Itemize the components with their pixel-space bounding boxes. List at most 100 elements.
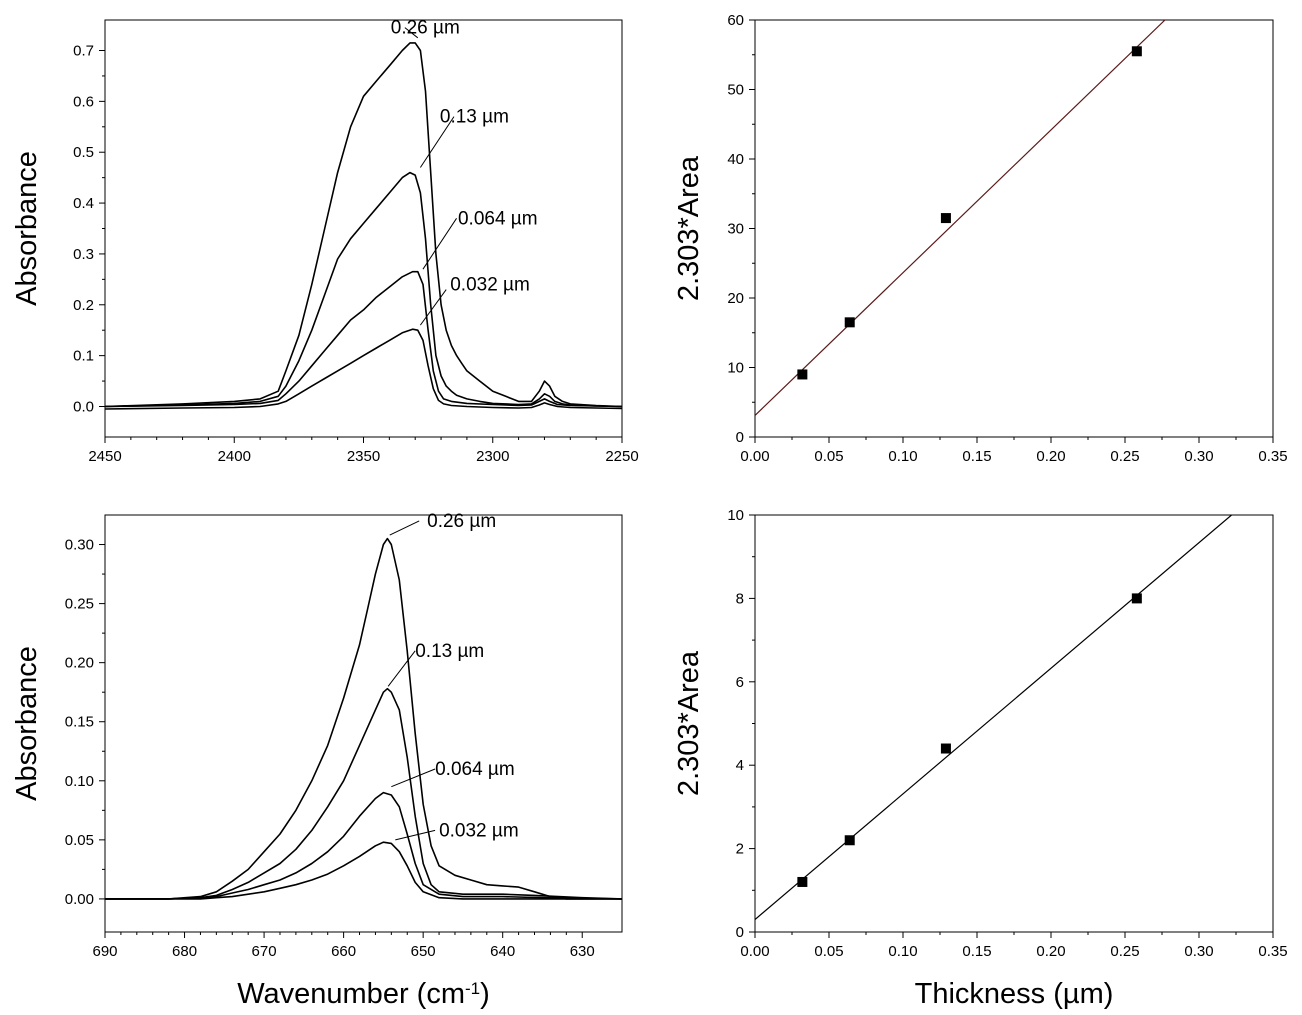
x-tick-label: 690: [92, 943, 117, 960]
y-axis-label: 2.303*Area: [673, 650, 705, 796]
x-tick-label: 2250: [605, 448, 638, 465]
chart-panel-area-bottom: 0.00 0.05 0.10 0.15 0.20 0.25 0.30 0.35 0 2 4 6 8 10 2…: [673, 507, 1288, 1010]
series-annotation-label: 0.032 µm: [439, 820, 519, 841]
y-axis-label: Absorbance: [11, 151, 43, 306]
plot-frame: [104, 514, 623, 933]
x-tick-label: 0.10: [888, 943, 917, 960]
x-tick-label: 0.30: [1184, 448, 1213, 465]
x-tick-label: 0.25: [1110, 448, 1139, 465]
y-tick-label: 0.30: [65, 537, 94, 554]
y-tick-label: 0.20: [65, 655, 94, 672]
plot-frame: [754, 19, 1274, 438]
x-tick-label: 0.00: [740, 943, 769, 960]
data-point: [940, 213, 951, 224]
x-tick-label: 2300: [476, 448, 509, 465]
y-tick-label: 0.5: [73, 144, 94, 161]
y-tick-label: 0.2: [73, 297, 94, 314]
y-tick-label: 0.6: [73, 93, 94, 110]
y-tick-label: 20: [727, 290, 744, 307]
y-tick-label: 0.0: [73, 398, 94, 415]
series-annotation-label: 0.13 µm: [415, 641, 484, 662]
y-tick-label: 50: [727, 82, 744, 99]
annotation-leader: [419, 289, 447, 326]
y-tick-label: 40: [727, 151, 744, 168]
annotation-leader: [419, 116, 455, 168]
x-tick-label: 0.20: [1036, 448, 1065, 465]
y-tick-label: 8: [736, 590, 744, 607]
x-tick-label: 660: [331, 943, 356, 960]
y-tick-label: 2: [736, 841, 744, 858]
y-tick-label: 10: [727, 507, 744, 524]
annotation-leader: [391, 768, 436, 788]
data-point: [1131, 46, 1142, 57]
y-tick-label: 6: [736, 674, 744, 691]
data-point: [940, 743, 951, 754]
series-annotation-label: 0.064 µm: [435, 759, 515, 780]
x-axis-label: Thickness (µm): [915, 978, 1114, 1010]
series-annotation-label: 0.26 µm: [427, 511, 496, 532]
data-point: [844, 317, 855, 328]
x-tick-label: 0.25: [1110, 943, 1139, 960]
series-line: [105, 328, 622, 410]
y-axis-label: 2.303*Area: [673, 155, 705, 301]
x-tick-label: 0.10: [888, 448, 917, 465]
y-tick-label: 0.05: [65, 832, 94, 849]
x-tick-label: 0.15: [962, 943, 991, 960]
series-line: [105, 42, 622, 408]
series-annotation-label: 0.13 µm: [440, 107, 509, 128]
series-line: [105, 270, 622, 408]
x-axis-label: Wavenumber (cm-1): [237, 978, 490, 1010]
annotation-leader: [404, 27, 419, 39]
y-tick-label: 10: [727, 360, 744, 377]
x-tick-label: 0.05: [814, 943, 843, 960]
series-line: [105, 171, 622, 408]
series-line: [105, 537, 622, 900]
y-tick-label: 0.15: [65, 714, 94, 731]
y-tick-label: 0: [736, 429, 744, 446]
y-tick-label: 0.1: [73, 348, 94, 365]
series-annotation-label: 0.064 µm: [458, 208, 538, 229]
x-tick-label: 2350: [347, 448, 380, 465]
plot-frame: [754, 514, 1274, 933]
annotation-leader: [389, 520, 420, 536]
y-tick-label: 60: [727, 12, 744, 29]
y-tick-label: 0.25: [65, 596, 94, 613]
y-tick-label: 0.4: [73, 195, 94, 212]
x-tick-label: 0.00: [740, 448, 769, 465]
x-tick-label: 630: [570, 943, 595, 960]
chart-panel-spectrum-bottom: 690 680 670 660 650 640 630 0.00 0.05 0.10 0.15 0.2…: [11, 511, 623, 1010]
x-tick-label: 0.20: [1036, 943, 1065, 960]
annotation-leader: [395, 829, 436, 841]
x-tick-label: 2400: [218, 448, 251, 465]
fit-line: [755, 20, 1166, 416]
fit-line: [755, 515, 1232, 920]
y-tick-label: 4: [736, 757, 744, 774]
x-tick-label: 0.15: [962, 448, 991, 465]
series-line: [105, 791, 622, 900]
x-tick-label: 670: [252, 943, 277, 960]
x-tick-label: 0.30: [1184, 943, 1213, 960]
annotation-leader: [422, 218, 457, 270]
chart-panel-area-top: 0.00 0.05 0.10 0.15 0.20 0.25 0.30 0.35 0 10 20 30 4…: [673, 12, 1288, 465]
series-line: [105, 841, 622, 900]
chart-panel-spectrum-top: 2450 2400 2350 2300 2250 0.0 0.1 0.2 0.3 0.4 0.5 0.…: [11, 18, 639, 465]
y-tick-label: 0.10: [65, 773, 94, 790]
data-point: [797, 369, 808, 380]
x-tick-label: 0.35: [1258, 448, 1287, 465]
x-tick-label: 650: [411, 943, 436, 960]
x-tick-label: 2450: [88, 448, 121, 465]
plot-frame: [104, 19, 623, 438]
y-tick-label: 0.3: [73, 246, 94, 263]
data-point: [1131, 593, 1142, 604]
y-tick-label: 0.00: [65, 891, 94, 908]
y-axis-label: Absorbance: [11, 646, 43, 801]
y-tick-label: 0.7: [73, 43, 94, 60]
x-tick-label: 0.05: [814, 448, 843, 465]
data-point: [844, 835, 855, 846]
data-point: [797, 876, 808, 887]
x-tick-label: 640: [490, 943, 515, 960]
series-annotation-label: 0.26 µm: [391, 18, 460, 39]
y-tick-label: 30: [727, 221, 744, 238]
series-annotation-label: 0.032 µm: [450, 274, 530, 295]
